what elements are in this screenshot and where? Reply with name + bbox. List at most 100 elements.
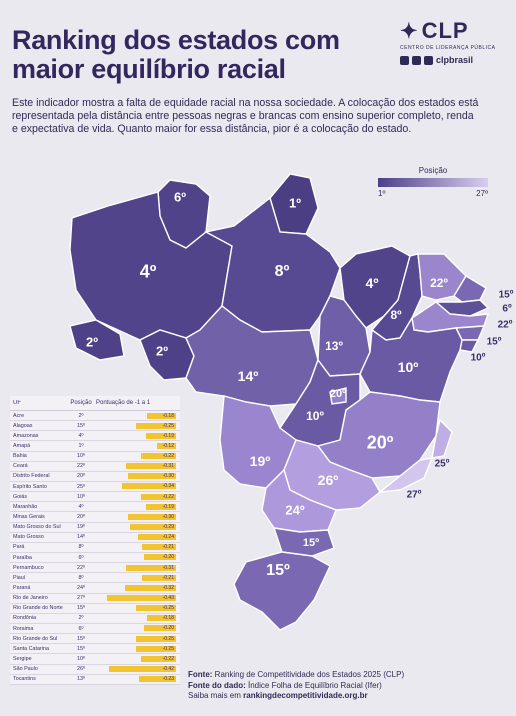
score-bar: -0.24 [137, 534, 176, 541]
row-pos: 22º [77, 463, 85, 470]
label-TO: 13º [325, 339, 343, 353]
row-uf: Ceará [13, 463, 28, 470]
table-row: Amapá 1º -0.12 [10, 441, 180, 452]
row-pos: 14º [77, 534, 85, 541]
row-pos: 2º [78, 412, 84, 419]
score-value: -0.30 [162, 473, 174, 480]
row-pos: 20º [77, 513, 85, 520]
score-bar: -0.25 [136, 422, 176, 429]
score-value: -0.29 [162, 524, 174, 531]
row-uf: Santa Catarina [13, 645, 49, 652]
score-value: -0.22 [162, 493, 174, 500]
mais-label: Saiba mais em [188, 691, 241, 700]
score-value: -0.19 [162, 432, 174, 439]
score-bar: -0.23 [139, 676, 176, 683]
state-AC[interactable] [69, 319, 125, 361]
label-RR: 6º [174, 189, 186, 205]
row-pos: 22º [77, 564, 85, 571]
state-RN[interactable] [453, 275, 487, 303]
row-pos: 15º [77, 635, 85, 642]
row-uf: Piauí [13, 574, 26, 581]
label-SP: 26º [317, 472, 339, 488]
table-row: Mato Grosso 14º -0.24 [10, 533, 180, 543]
table-row: Rio de Janeiro 27º -0.43 [10, 594, 180, 604]
score-value: -0.24 [162, 534, 174, 541]
score-bar: -0.29 [129, 524, 176, 531]
score-value: -0.20 [162, 554, 174, 561]
score-value: -0.19 [162, 503, 174, 510]
legend: Posição 1º 27º [378, 166, 488, 198]
row-pos: 25º [77, 483, 85, 490]
score-bar: -0.25 [136, 635, 176, 642]
score-bar: -0.19 [145, 503, 176, 510]
score-bar: -0.32 [124, 584, 176, 591]
score-value: -0.21 [162, 544, 174, 551]
score-bar: -0.43 [107, 595, 176, 602]
row-pos: 13º [77, 676, 85, 683]
youtube-icon[interactable] [424, 55, 433, 65]
row-pos: 10º [77, 493, 85, 500]
row-uf: Goiás [13, 493, 28, 500]
score-value: -0.31 [162, 463, 174, 470]
row-uf: Pernambuco [13, 564, 44, 571]
dado-text: Índice Folha de Equilíbrio Racial (Ifer) [248, 680, 382, 690]
score-bar: -0.22 [140, 493, 176, 500]
score-bar: -0.21 [142, 574, 176, 581]
table-row: Maranhão 4º -0.19 [10, 502, 180, 513]
state-CE[interactable] [417, 253, 467, 301]
label-PB: 6º [502, 303, 512, 315]
score-bar: -0.30 [128, 473, 176, 480]
row-pos: 24º [77, 584, 85, 591]
row-pos: 4º [78, 503, 84, 510]
score-value: -0.18 [162, 615, 174, 622]
table-row: Rio Grande do Sul 15º -0.25 [10, 634, 180, 645]
table-row: São Paulo 26º -0.42 [10, 665, 180, 675]
row-uf: Acre [13, 412, 25, 419]
social-handle[interactable]: clpbrasil [436, 55, 474, 65]
row-uf: Tocantins [13, 676, 36, 683]
label-SC: 15º [302, 537, 320, 549]
state-DF[interactable] [329, 387, 347, 405]
state-ES[interactable] [431, 418, 453, 459]
state-PR[interactable] [261, 468, 337, 533]
table-row: Minas Gerais 20º -0.30 [10, 512, 180, 523]
label-DF: 20º [329, 388, 347, 400]
state-RS[interactable] [233, 551, 331, 631]
label-AC: 2º [86, 334, 98, 350]
score-bar: -0.18 [147, 615, 176, 622]
logo-name: CLP [421, 18, 469, 43]
label-PR: 24º [285, 502, 305, 518]
legend-max: 27º [476, 189, 488, 198]
row-uf: Amazonas [13, 432, 39, 439]
clp-logo: ✦ CLP CENTRO DE LIDERANÇA PÚBLICA clpbra… [400, 18, 508, 65]
row-pos: 10º [77, 453, 85, 460]
instagram-icon[interactable] [400, 55, 409, 65]
state-RJ[interactable] [377, 457, 434, 493]
site-link[interactable]: rankingdecompetitividade.org.br [243, 691, 368, 700]
score-value: -0.21 [162, 574, 174, 581]
score-bar: -0.19 [145, 432, 176, 439]
table-row: Rio Grande do Norte 15º -0.25 [10, 604, 180, 614]
row-uf: Maranhão [13, 503, 38, 510]
score-bar: -0.22 [140, 453, 176, 460]
score-value: -0.43 [162, 595, 174, 602]
header-score: Pontuação de -1 a 1 [96, 400, 151, 406]
clp-mark-icon: ✦ [400, 19, 418, 43]
table-row: Ceará 22º -0.31 [10, 462, 180, 472]
tiktok-icon[interactable] [412, 55, 421, 65]
score-bar: -0.12 [156, 442, 176, 449]
score-value: -0.18 [162, 412, 174, 419]
row-pos: 8º [78, 544, 84, 551]
row-pos: 4º [78, 432, 84, 439]
row-uf: Paraná [13, 584, 31, 591]
label-ES: 25º [434, 458, 450, 470]
score-bar: -0.20 [144, 625, 176, 632]
table-row: Pará 8º -0.21 [10, 543, 180, 553]
state-SE[interactable] [459, 339, 480, 353]
header-uf: UF [13, 400, 21, 406]
row-pos: 15º [77, 422, 85, 429]
score-value: -0.22 [162, 655, 174, 662]
score-bar: -0.25 [136, 645, 176, 652]
table-row: Amazonas 4º -0.19 [10, 431, 180, 442]
